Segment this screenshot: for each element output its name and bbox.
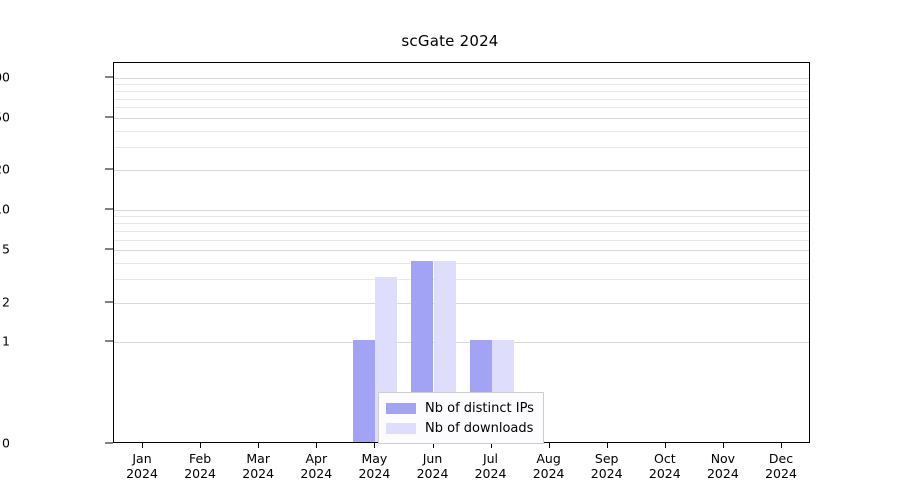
gridline-minor [114, 90, 809, 92]
x-tick-year: 2024 [358, 466, 391, 481]
y-tick-mark [105, 116, 113, 118]
x-tick-month: Sep [594, 451, 619, 466]
x-tick-year: 2024 [648, 466, 681, 481]
x-tick-year: 2024 [300, 466, 333, 481]
x-tick-month: Nov [710, 451, 736, 466]
x-tick-month: Jan [132, 451, 152, 466]
y-tick-mark [105, 76, 113, 78]
gridline-minor [114, 216, 809, 218]
legend-swatch-ips [386, 402, 416, 414]
x-tick-year: 2024 [126, 466, 158, 481]
y-tick-mark [105, 208, 113, 210]
gridline-major [114, 170, 809, 172]
gridline-major [114, 210, 809, 212]
bar-ips-may [353, 340, 376, 442]
x-tick-label: Aug 2024 [504, 451, 594, 481]
x-tick-mark [432, 443, 434, 448]
x-tick-mark [722, 443, 724, 448]
y-tick-label: 2 [2, 294, 10, 310]
x-tick-label: Mar 2024 [213, 451, 303, 481]
x-tick-year: 2024 [765, 466, 797, 481]
x-tick-year: 2024 [242, 466, 275, 481]
x-tick-mark [781, 443, 782, 448]
x-tick-mark [200, 443, 202, 448]
gridline-minor [114, 107, 809, 109]
chart-title: scGate 2024 [401, 32, 499, 50]
plot-area [113, 62, 810, 443]
legend-swatch-downloads [386, 422, 416, 434]
y-tick-label: 10 [0, 201, 10, 217]
x-tick-month: Apr [305, 451, 328, 466]
gridline-minor [114, 147, 809, 149]
x-tick-label: Sep 2024 [562, 451, 652, 481]
x-tick-month: Dec [768, 451, 794, 466]
x-tick-mark [142, 443, 143, 448]
x-tick-year: 2024 [590, 466, 623, 481]
x-tick-label: Dec 2024 [736, 451, 826, 481]
x-tick-label: Feb 2024 [155, 451, 245, 481]
y-tick-mark [105, 442, 113, 444]
y-tick-mark [105, 340, 113, 342]
y-tick-label: 1 [2, 333, 10, 349]
x-tick-mark [664, 443, 666, 448]
y-tick-label: 50 [0, 109, 10, 125]
gridline-minor [114, 230, 809, 232]
y-tick-label: 0 [2, 435, 10, 451]
gridline-minor [114, 262, 809, 264]
x-tick-month: Feb [189, 451, 212, 466]
legend-label-downloads: Nb of downloads [425, 420, 534, 436]
gridline-minor [114, 84, 809, 86]
x-tick-label: Jul 2024 [446, 451, 536, 481]
x-tick-mark [374, 443, 376, 448]
x-tick-mark [606, 443, 608, 448]
legend-item-ips: Nb of distinct IPs [386, 398, 534, 418]
gridline-major [114, 342, 809, 344]
gridline-major [114, 250, 809, 251]
x-tick-month: Jul [482, 451, 499, 466]
x-tick-month: Oct [653, 451, 676, 466]
gridline-minor [114, 279, 809, 281]
gridline-minor [114, 223, 809, 224]
gridline-minor [114, 239, 809, 241]
x-tick-month: Aug [536, 451, 561, 466]
x-tick-label: Oct 2024 [620, 451, 710, 481]
gridline-minor [114, 98, 809, 100]
x-tick-label: Nov 2024 [678, 451, 768, 481]
chart-legend: Nb of distinct IPs Nb of downloads [378, 392, 544, 444]
x-tick-month: May [361, 451, 388, 466]
x-tick-year: 2024 [474, 466, 507, 481]
x-tick-year: 2024 [184, 466, 216, 481]
x-tick-label: Jan 2024 [97, 451, 187, 481]
gridline-major [114, 117, 809, 119]
y-tick-mark [105, 248, 113, 250]
y-tick-label: 20 [0, 161, 10, 177]
x-tick-label: Jun 2024 [388, 451, 478, 481]
x-tick-label: May 2024 [329, 451, 419, 481]
x-tick-mark [490, 443, 492, 448]
x-tick-mark [548, 443, 550, 448]
x-tick-month: Mar [246, 451, 270, 466]
y-tick-mark [105, 168, 113, 170]
y-tick-label: 5 [2, 241, 10, 257]
gridline-major [114, 78, 809, 80]
gridline-major [114, 302, 809, 304]
x-tick-label: Apr 2024 [271, 451, 361, 481]
x-tick-mark [316, 443, 318, 448]
legend-item-downloads: Nb of downloads [386, 418, 534, 438]
x-tick-month: Jun [422, 451, 443, 466]
x-tick-year: 2024 [416, 466, 449, 481]
gridline-minor [114, 130, 809, 132]
x-tick-mark [258, 443, 260, 448]
y-tick-label: 100 [0, 69, 10, 85]
x-tick-year: 2024 [532, 466, 565, 481]
x-tick-year: 2024 [706, 466, 739, 481]
y-tick-mark [105, 301, 113, 303]
legend-label-ips: Nb of distinct IPs [425, 400, 534, 416]
